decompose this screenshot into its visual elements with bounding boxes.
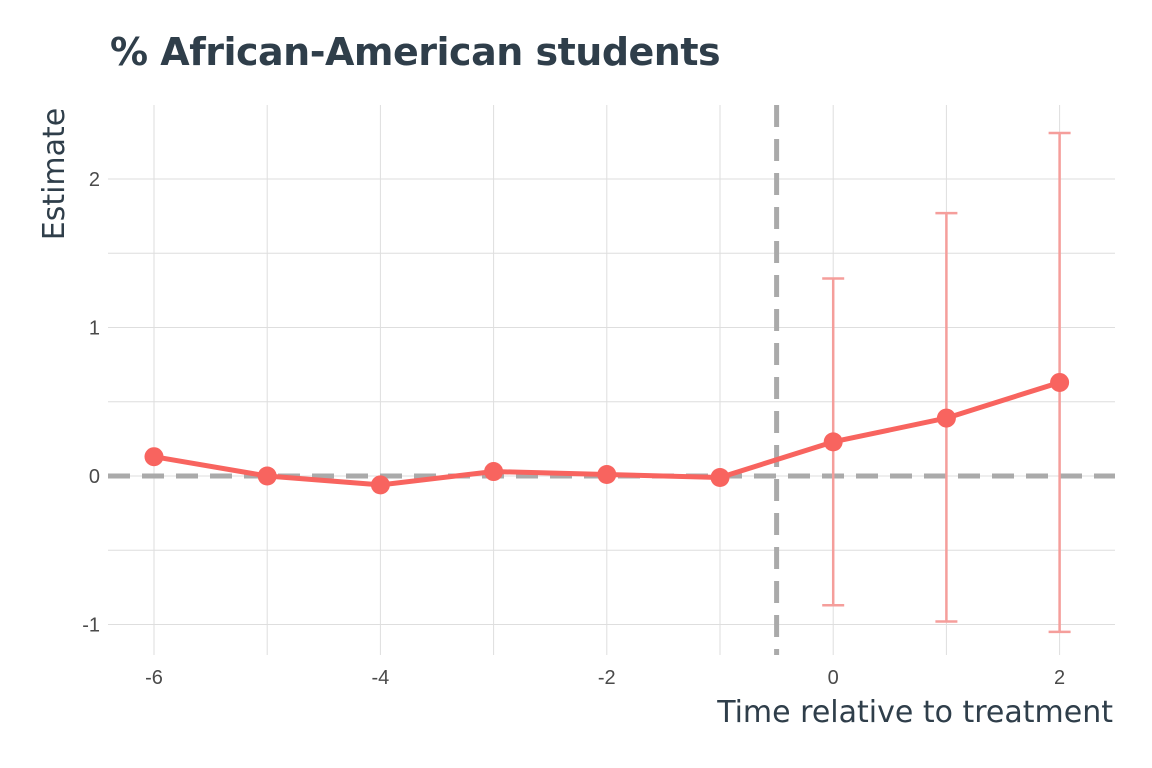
data-point [257,466,277,486]
x-tick-label: -4 [372,667,390,689]
data-point [144,447,164,467]
data-point [936,408,956,428]
reference-lines [108,105,1115,655]
y-tick-label: 0 [89,466,100,488]
x-tick-label: -6 [145,667,163,689]
data-point [370,475,390,495]
chart-title: % African-American students [110,30,721,74]
y-axis-title: Estimate [37,108,72,241]
y-tick-label: -1 [82,615,100,637]
x-axis-title: Time relative to treatment [716,695,1113,730]
data-point [823,432,843,452]
data-point [484,462,504,482]
data-points [144,372,1070,495]
x-tick-label: -2 [598,667,616,689]
y-tick-labels: -1 0 1 2 [82,169,100,637]
y-tick-label: 2 [89,169,100,191]
y-tick-label: 1 [89,318,100,340]
x-tick-label: 2 [1054,667,1065,689]
gridlines [108,105,1115,655]
x-tick-label: 0 [828,667,839,689]
data-point [597,465,617,485]
data-point [1050,372,1070,392]
x-tick-labels: -6 -4 -2 0 2 [145,667,1065,689]
data-point [710,467,730,487]
